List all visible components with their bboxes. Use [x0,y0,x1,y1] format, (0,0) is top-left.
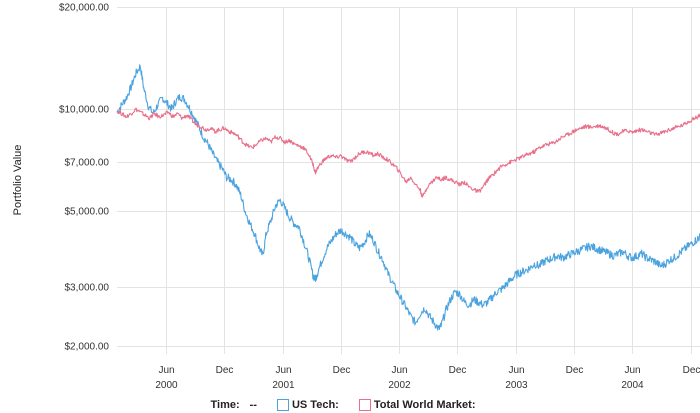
gridlines [117,7,700,354]
x-tick-label: Dec [333,365,351,376]
y-axis-title: Portfolio Value [12,145,24,216]
x-year-label: 2000 [155,380,178,391]
legend-time-value: -- [249,399,257,411]
x-year-label: 2001 [272,380,295,391]
y-tick-label: $7,000.00 [65,158,110,169]
y-axis-ticks: $20,000.00 $10,000.00 $7,000.00 $5,000.00 $3… [59,3,109,353]
x-tick-label: Jun [158,365,174,376]
x-tick-label: Dec [566,365,584,376]
y-tick-label: $5,000.00 [65,207,110,218]
legend: Time: -- US Tech: Total World Market: [0,397,700,413]
x-year-label: 2002 [388,380,411,391]
x-axis-ticks: Jun Dec Jun Dec Jun Dec Jun Dec Jun Dec 2000 2001 20… [155,365,700,391]
legend-swatch-world-market [358,399,371,411]
legend-entry-us-tech[interactable]: US Tech: [276,399,339,411]
x-tick-label: Dec [216,365,234,376]
y-tick-label: $20,000.00 [59,3,109,14]
x-tick-label: Jun [275,365,291,376]
series-line-us-tech [116,64,700,331]
x-tick-label: Jun [391,365,407,376]
legend-swatch-us-tech [276,399,289,411]
x-year-label: 2004 [621,380,644,391]
legend-time-label: Time: [210,399,240,411]
x-tick-label: Dec [683,365,700,376]
y-tick-label: $2,000.00 [65,342,110,353]
y-tick-label: $10,000.00 [59,105,109,116]
legend-entry-world-market[interactable]: Total World Market: [358,399,476,411]
series-line-world-market [116,107,700,198]
x-tick-label: Jun [624,365,640,376]
series-lines [116,64,700,331]
x-tick-label: Jun [508,365,524,376]
x-tick-label: Dec [449,365,467,376]
y-tick-label: $3,000.00 [65,283,110,294]
legend-label-world-market: Total World Market: [373,399,476,411]
x-year-label: 2003 [505,380,528,391]
legend-label-us-tech: US Tech: [291,399,339,411]
